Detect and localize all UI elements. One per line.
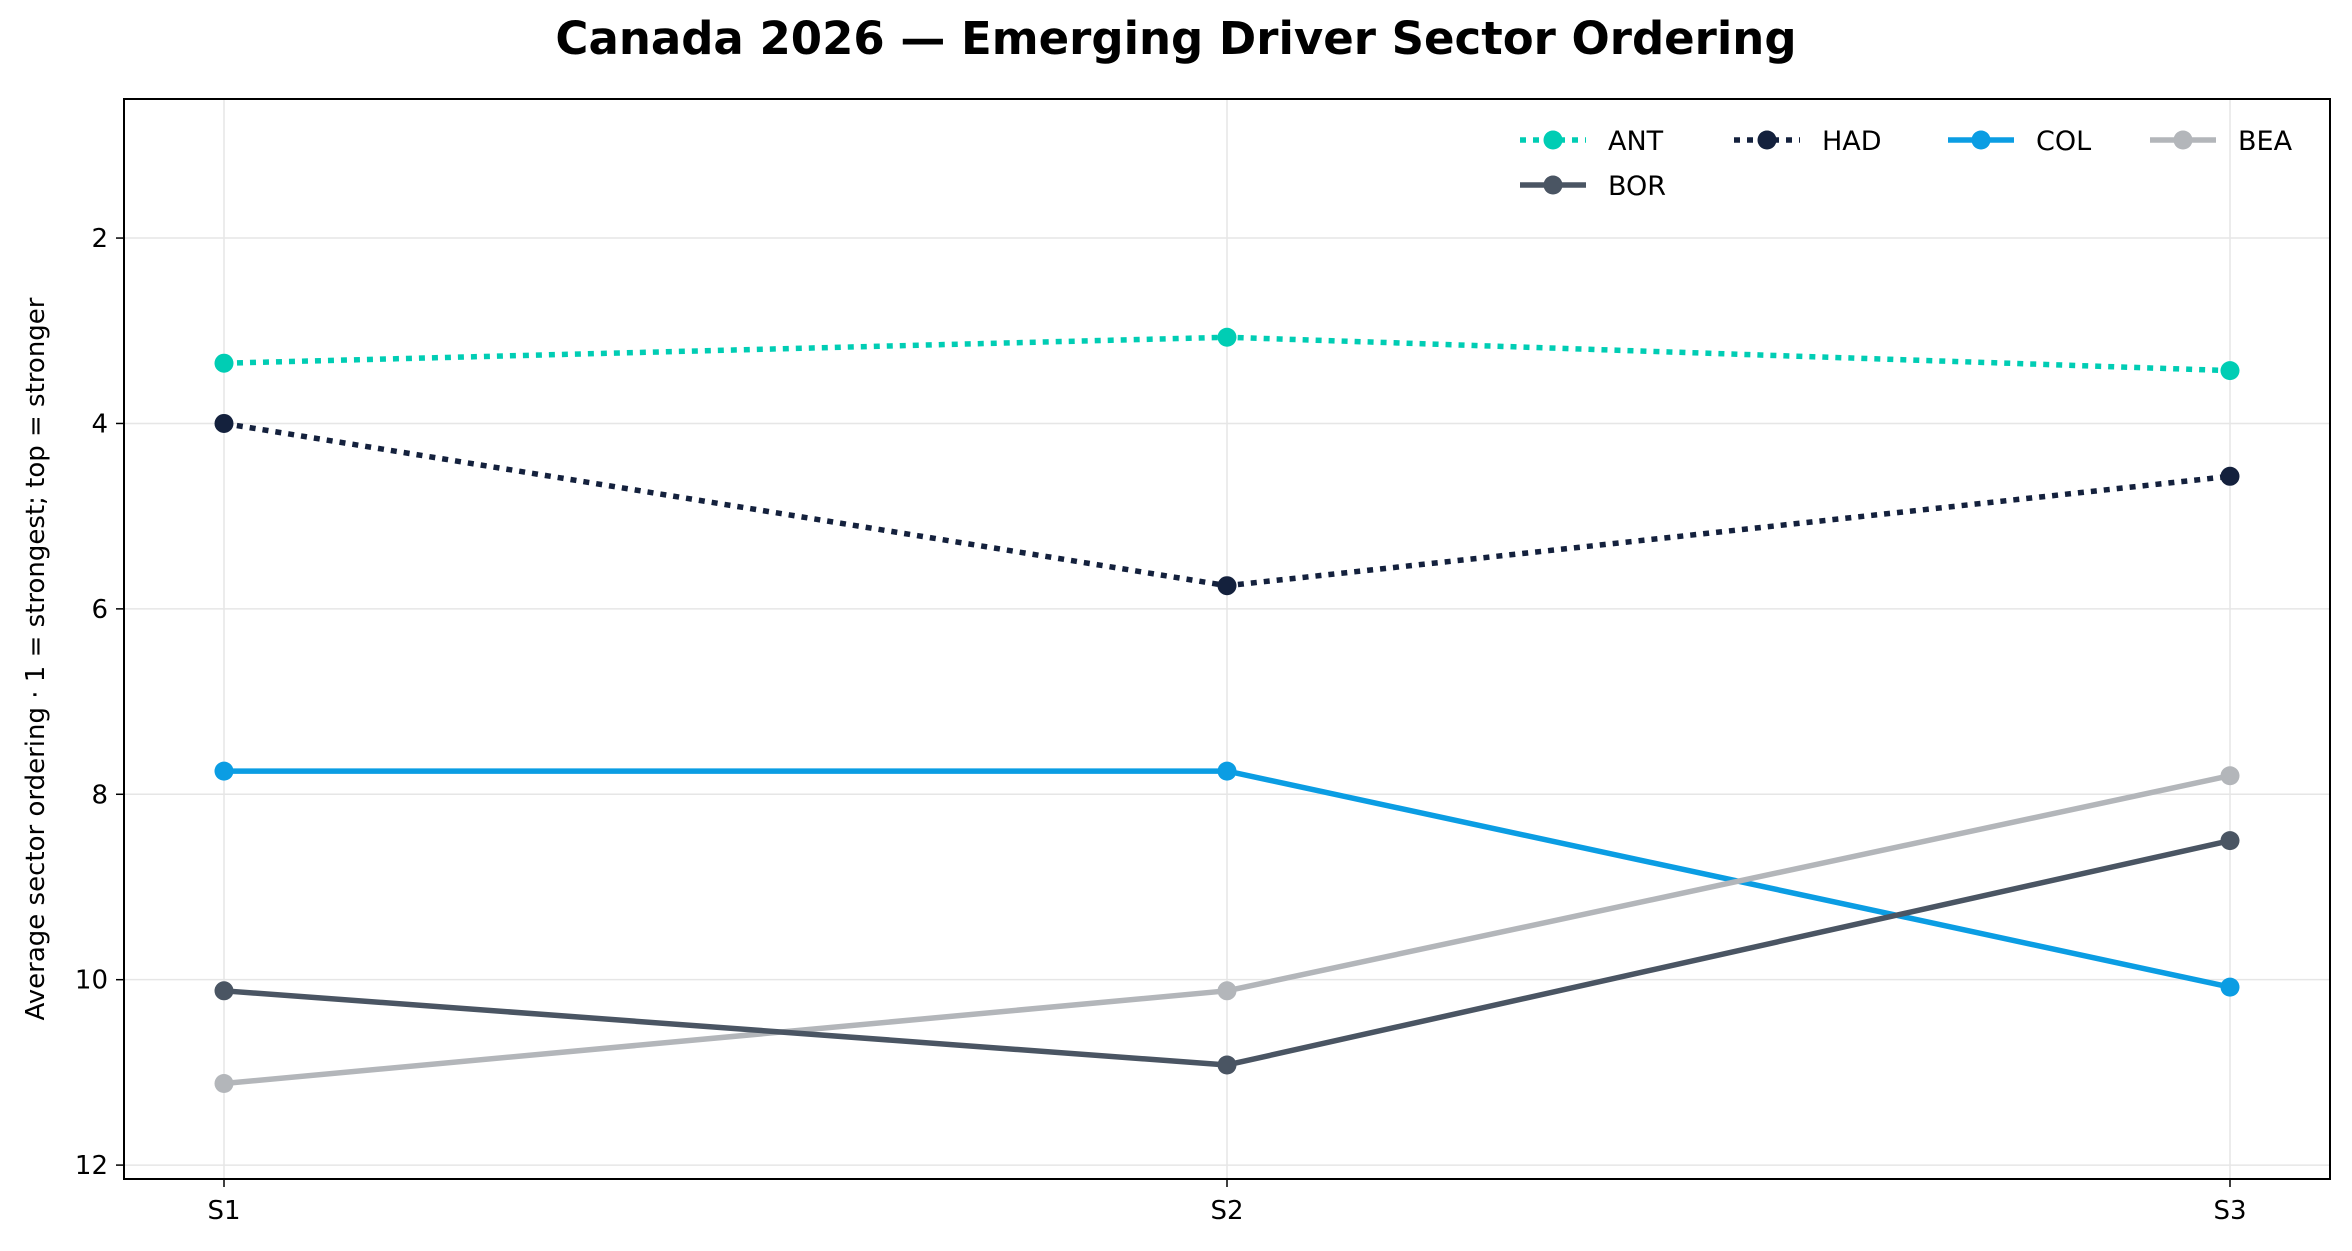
legend-item-ant: ANT <box>1520 126 1664 157</box>
legend-item-bor: BOR <box>1520 171 1666 202</box>
data-point-col <box>2220 977 2240 997</box>
data-point-ant <box>2220 361 2240 381</box>
legend-marker <box>1971 130 1991 150</box>
legend-label: BEA <box>2238 126 2293 157</box>
legend-item-col: COL <box>1948 126 2091 157</box>
x-tick-label: S2 <box>1210 1196 1243 1226</box>
data-point-bor <box>1217 1055 1237 1075</box>
legend-marker <box>2173 130 2193 150</box>
y-tick-label: 6 <box>91 595 108 625</box>
y-tick-label: 12 <box>75 1151 108 1181</box>
chart-title: Canada 2026 — Emerging Driver Sector Ord… <box>555 12 1797 65</box>
data-point-bor <box>2220 831 2240 851</box>
y-tick-label: 4 <box>91 409 108 439</box>
y-tick-label: 2 <box>91 224 108 254</box>
x-tick-label: S1 <box>207 1196 240 1226</box>
legend: ANT HAD COL BEA BOR <box>1520 126 2293 202</box>
data-point-bea <box>214 1074 234 1094</box>
y-axis-label: Average sector ordering · 1 = strongest;… <box>21 297 51 1020</box>
data-point-had <box>2220 466 2240 486</box>
data-point-bor <box>214 981 234 1001</box>
legend-marker <box>1543 175 1563 195</box>
legend-label: HAD <box>1822 126 1882 157</box>
data-point-had <box>1217 576 1237 596</box>
legend-label: COL <box>2036 126 2091 157</box>
legend-item-bea: BEA <box>2150 126 2293 157</box>
legend-label: ANT <box>1608 126 1664 157</box>
y-tick-label: 10 <box>75 966 108 996</box>
legend-marker <box>1757 130 1777 150</box>
data-point-had <box>214 413 234 433</box>
legend-item-had: HAD <box>1734 126 1882 157</box>
x-tick-label: S3 <box>2213 1196 2246 1226</box>
data-point-col <box>214 761 234 781</box>
data-point-ant <box>214 353 234 373</box>
legend-label: BOR <box>1608 171 1666 202</box>
y-tick-label: 8 <box>91 780 108 810</box>
data-point-col <box>1217 761 1237 781</box>
data-point-bea <box>1217 981 1237 1001</box>
data-point-bea <box>2220 766 2240 786</box>
data-point-ant <box>1217 327 1237 347</box>
legend-marker <box>1543 130 1563 150</box>
